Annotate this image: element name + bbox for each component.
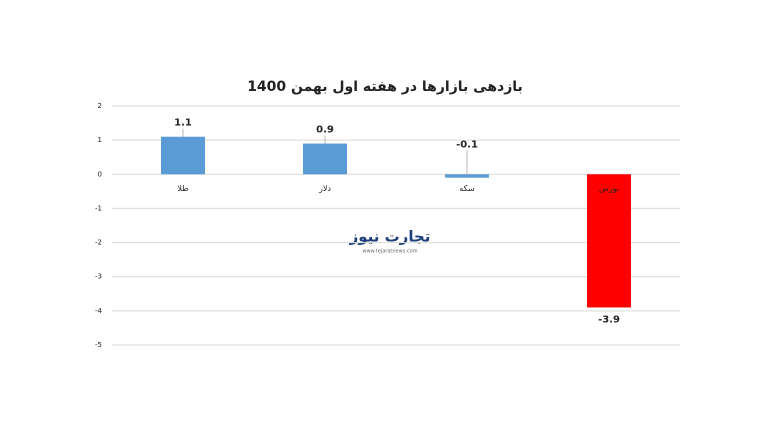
y-tick-label: -5 [95,341,102,349]
x-tick-label: بورس [599,184,619,193]
x-tick-label: طلا [177,184,188,193]
bar [445,174,489,178]
y-tick-label: -3 [95,273,102,281]
y-tick-label: 1 [98,136,102,144]
y-tick-label: -4 [95,307,103,315]
y-tick-label: -1 [95,204,102,212]
value-label: -3.9 [598,314,620,325]
y-tick-label: 0 [98,170,102,178]
watermark-name: تجارت نیوز [349,228,431,246]
y-tick-label: -2 [95,239,102,247]
y-tick-label: 2 [98,102,102,110]
value-label: 0.9 [316,125,334,136]
bar [587,174,631,308]
watermark-url: www.tejaratnews.com [362,249,417,255]
bar [161,136,205,175]
x-tick-label: سکه [459,184,475,193]
value-label: -0.1 [456,139,478,150]
chart-title: بازدهی بازارها در هفته اول بهمن 1400 [247,79,523,95]
value-label: 1.1 [174,118,192,129]
bar [303,143,347,175]
x-tick-label: دلار [318,184,331,193]
